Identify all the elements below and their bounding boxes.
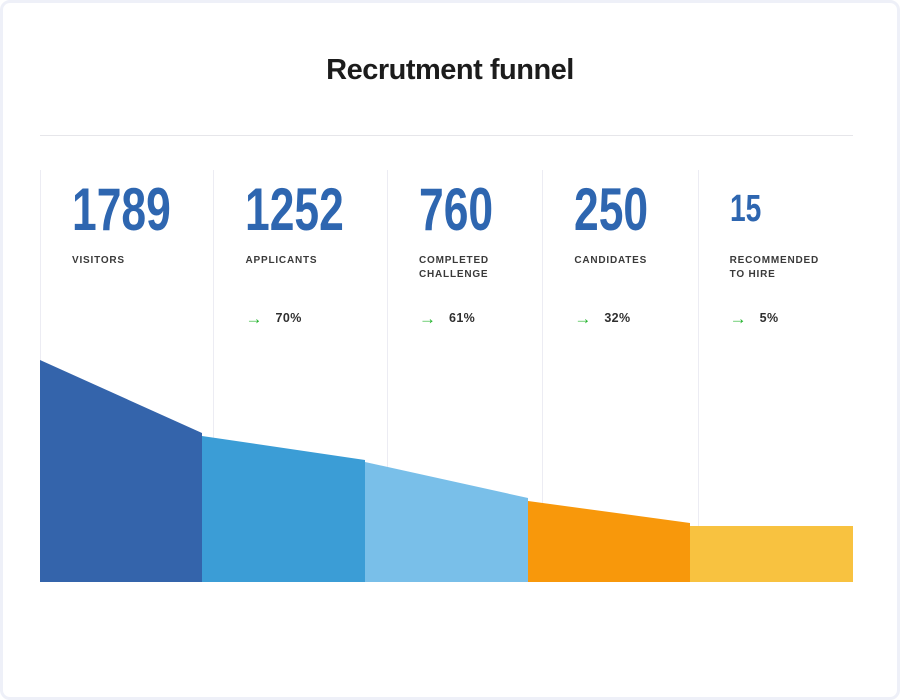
conversion-arrow-icon: → xyxy=(574,308,592,328)
conversion-arrow-icon: → xyxy=(245,308,263,328)
conversion-row-completed-challenge: → 61% xyxy=(419,309,534,327)
conversion-row-candidates: → 32% xyxy=(574,309,689,327)
stage-label-completed-challenge: COMPLETED CHALLENGE xyxy=(418,255,489,280)
stage-value-completed-challenge: 760 xyxy=(418,176,494,243)
stage-column-completed-challenge: 760 COMPLETED CHALLENGE → 61% xyxy=(386,170,542,582)
stage-label-visitors: VISITORS xyxy=(72,255,125,266)
stage-column-visitors: 1789 VISITORS xyxy=(40,170,213,582)
conversion-value-candidates: 32% xyxy=(604,311,631,325)
title-divider-line xyxy=(40,135,853,136)
stage-label-candidates: CANDIDATES xyxy=(574,255,648,266)
stage-label-applicants: APPLICANTS xyxy=(245,255,318,266)
chart-title: Recrutment funnel xyxy=(326,54,574,86)
conversion-value-applicants: 70% xyxy=(275,311,302,325)
conversion-row-recommended-to-hire: → 5% xyxy=(730,309,845,327)
stage-column-candidates: 250 CANDIDATES → 32% xyxy=(542,170,697,582)
conversion-arrow-icon: → xyxy=(418,308,436,328)
conversion-value-completed-challenge: 61% xyxy=(448,311,476,325)
conversion-row-applicants: → 70% xyxy=(245,309,378,327)
conversion-value-recommended-to-hire: 5% xyxy=(759,311,779,325)
stage-column-applicants: 1252 APPLICANTS → 70% xyxy=(213,170,386,582)
stage-value-candidates: 250 xyxy=(574,176,649,243)
stage-value-visitors: 1789 xyxy=(72,176,171,243)
conversion-arrow-icon: → xyxy=(729,308,747,328)
stage-column-recommended-to-hire: 15 RECOMMENDED TO HIRE → 5% xyxy=(697,170,853,582)
stage-value-recommended-to-hire: 15 xyxy=(729,188,761,230)
stage-value-applicants: 1252 xyxy=(245,176,345,243)
funnel-stage-columns: 1789 VISITORS 1252 APPLICANTS → 70% 760 … xyxy=(40,170,853,582)
stage-label-recommended-to-hire: RECOMMENDED TO HIRE xyxy=(729,255,820,280)
